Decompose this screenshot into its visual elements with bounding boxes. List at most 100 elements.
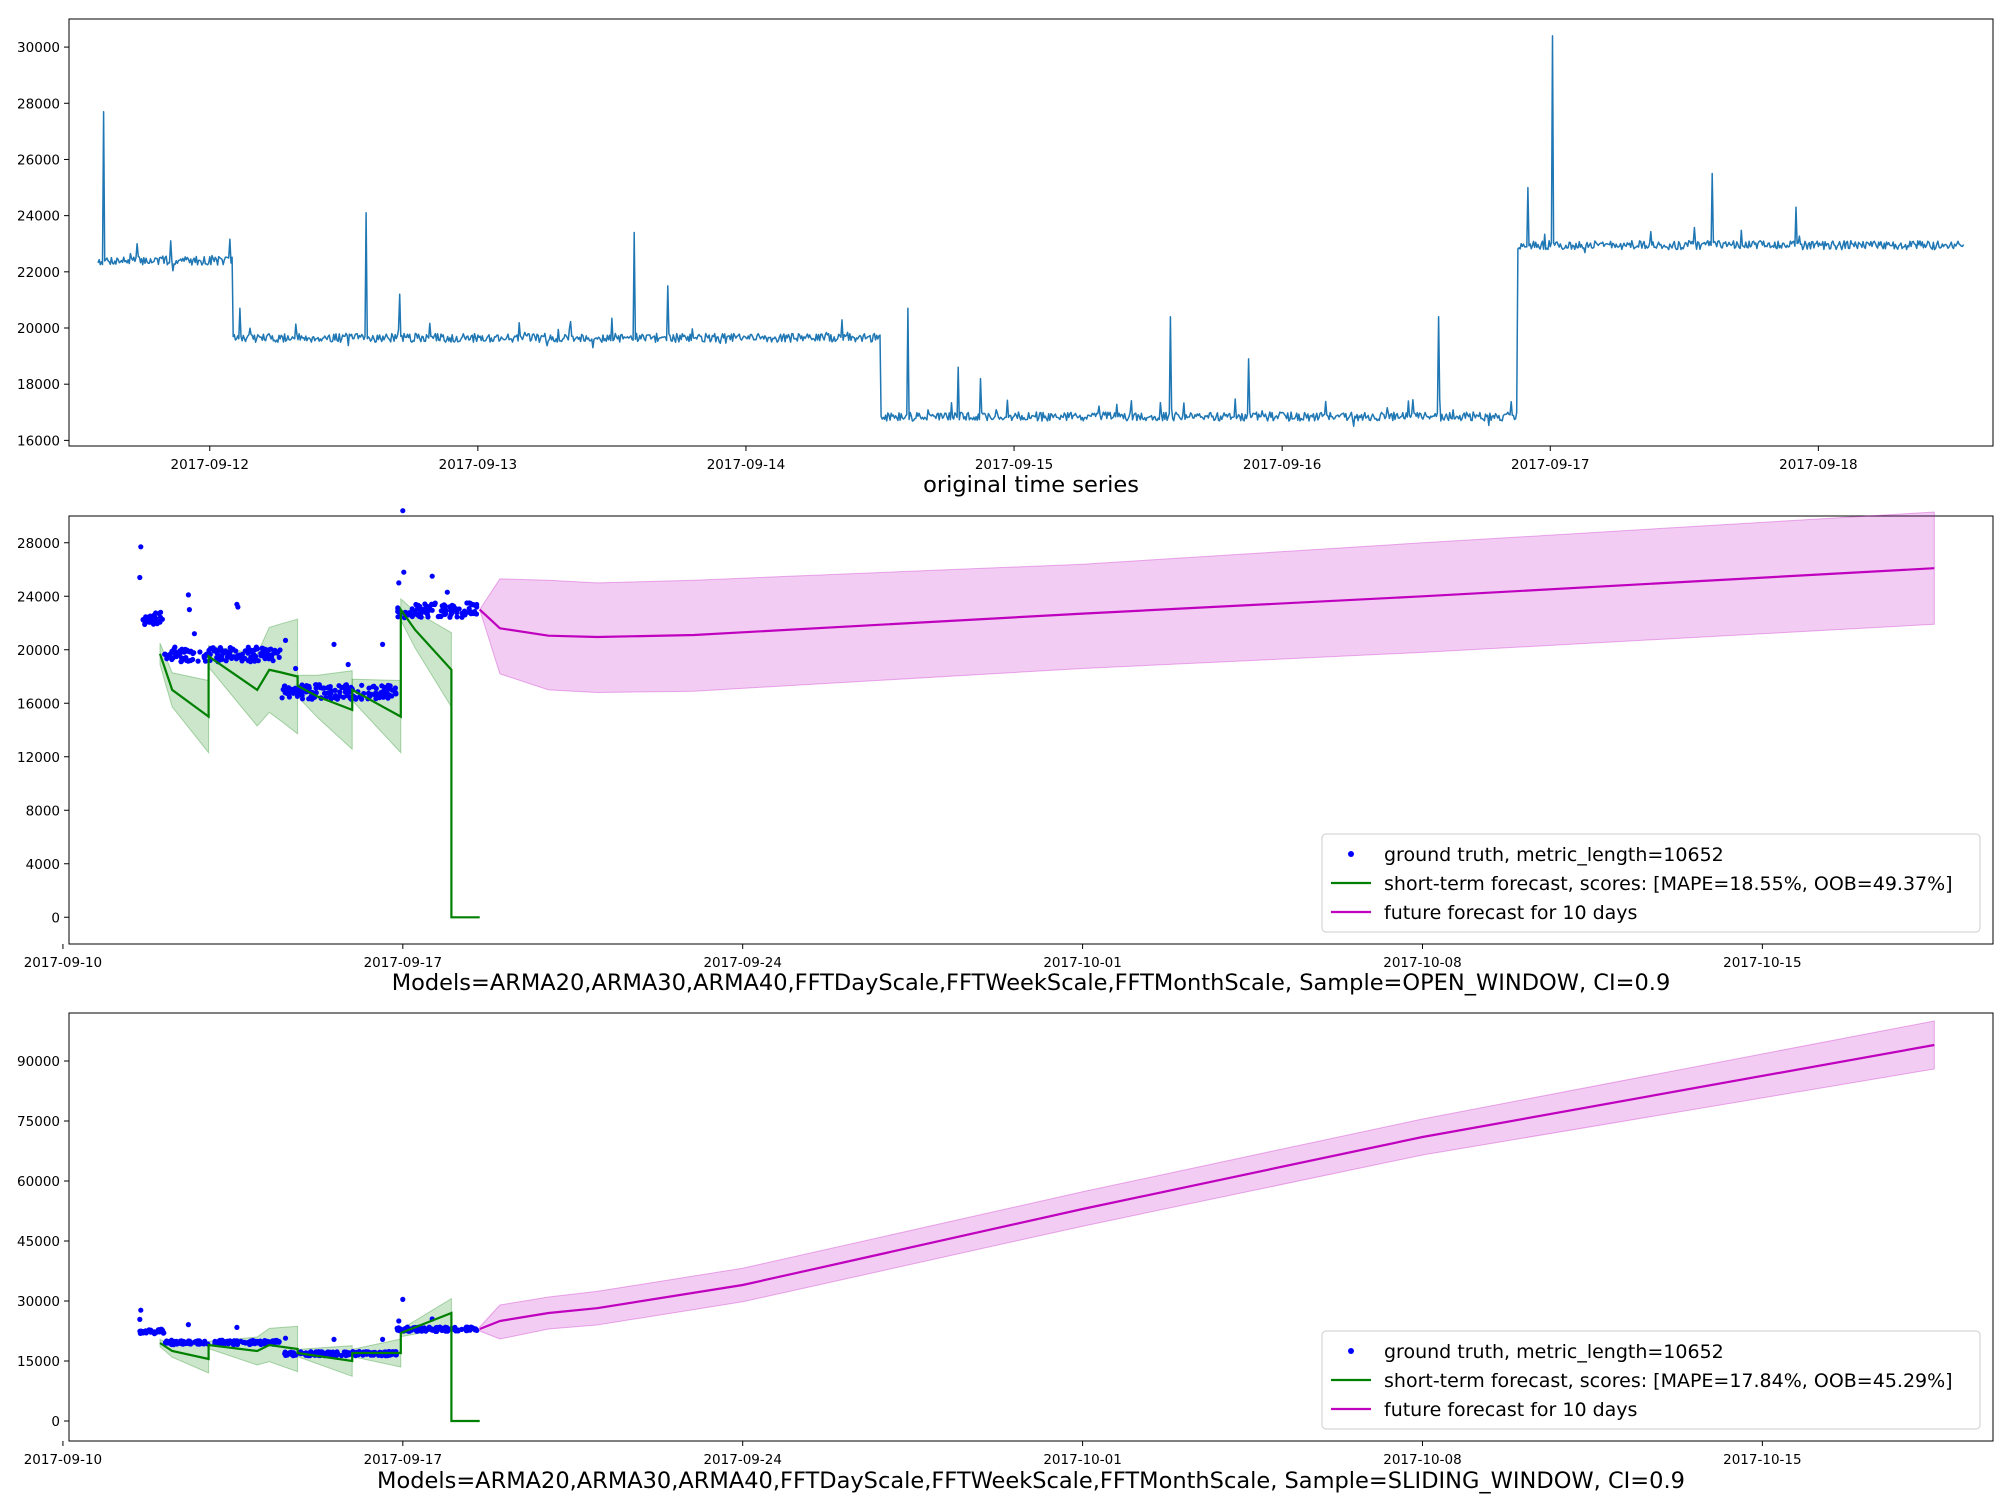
legend-label: short-term forecast, scores: [MAPE=17.84… <box>1384 1370 1953 1392</box>
ground-truth-point <box>164 1338 170 1344</box>
axis-ticks: 2017-09-12 2017-09-13 2017-09-14 2017-09-15… <box>17 40 1858 473</box>
ground-truth-point <box>162 651 168 657</box>
ground-truth-point <box>447 604 453 610</box>
ground-truth-point <box>238 1338 244 1344</box>
legend: ground truth, metric_length=10652 short-t… <box>1321 1330 1981 1430</box>
ground-truth-point <box>216 1338 222 1344</box>
plot-frame <box>68 515 1994 945</box>
y-tick-label: 24000 <box>17 589 60 605</box>
ground-truth-point <box>425 608 432 614</box>
ground-truth-point <box>468 609 474 615</box>
ground-truth-point <box>444 589 450 595</box>
ground-truth-point <box>337 693 343 699</box>
open-window-forecast-panel: 2017-09-10 2017-09-17 2017-09-24 2017-10-01… <box>17 508 1994 996</box>
ground-truth-point <box>425 614 431 620</box>
ground-truth-point <box>276 1339 282 1345</box>
ground-truth-point <box>425 603 431 610</box>
ground-truth-point <box>164 656 170 662</box>
ground-truth-point <box>331 1336 337 1342</box>
x-tick-label: 2017-10-08 <box>1383 1452 1461 1468</box>
y-tick-label: 90000 <box>17 1054 60 1070</box>
ground-truth-point <box>176 651 182 657</box>
legend-label: short-term forecast, scores: [MAPE=18.55… <box>1384 873 1953 895</box>
x-tick-label: 2017-09-13 <box>439 457 517 473</box>
y-tick-label: 0 <box>51 1414 60 1430</box>
ground-truth-point <box>138 544 144 550</box>
x-tick-label: 2017-10-01 <box>1043 955 1121 971</box>
ground-truth-point <box>190 656 196 663</box>
future-forecast-ci-band <box>479 1020 1935 1340</box>
ground-truth-point <box>223 658 229 664</box>
ground-truth-point <box>345 661 351 668</box>
ground-truth-point <box>330 1352 336 1358</box>
ground-truth-point <box>262 647 269 653</box>
ground-truth-points <box>137 1296 480 1359</box>
ground-truth-point <box>295 692 301 699</box>
future-forecast-ci-band <box>479 511 1935 694</box>
ground-truth-point <box>384 690 390 696</box>
ground-truth-point <box>434 1328 440 1334</box>
ground-truth-point <box>331 641 337 648</box>
ground-truth-point <box>372 692 378 698</box>
future-forecast-line <box>478 567 1935 639</box>
ground-truth-point <box>321 690 328 696</box>
legend-box <box>1321 833 1981 933</box>
ground-truth-point <box>195 1338 201 1344</box>
plot-frame <box>68 18 1994 447</box>
y-tick-label: 8000 <box>26 803 60 819</box>
y-tick-label: 16000 <box>17 433 60 449</box>
short-term-ci-band <box>208 1325 299 1373</box>
ground-truth-point <box>148 1327 154 1333</box>
ground-truth-point <box>373 696 379 702</box>
ground-truth-point <box>169 656 175 663</box>
y-tick-label: 60000 <box>17 1174 60 1190</box>
y-tick-label: 45000 <box>17 1234 60 1250</box>
x-tick-label: 2017-10-15 <box>1723 1452 1801 1468</box>
ground-truth-point <box>159 616 165 622</box>
ground-truth-point <box>253 644 259 650</box>
chart-title: original time series <box>923 472 1139 498</box>
ground-truth-point <box>341 1349 347 1355</box>
ground-truth-point <box>282 1351 288 1357</box>
sliding-window-forecast-panel: 2017-09-10 2017-09-17 2017-09-24 2017-10-01… <box>17 1012 1994 1494</box>
ground-truth-point <box>153 610 159 616</box>
ground-truth-point <box>220 649 226 656</box>
ground-truth-point <box>185 1322 191 1328</box>
x-tick-label: 2017-09-24 <box>703 1452 781 1468</box>
y-tick-label: 24000 <box>17 209 60 225</box>
ground-truth-point <box>144 614 151 621</box>
ground-truth-point <box>222 1340 228 1346</box>
ground-truth-point <box>137 574 143 581</box>
chart-title: Models=ARMA20,ARMA30,ARMA40,FFTDayScale,… <box>377 1468 1685 1494</box>
chart-title: Models=ARMA20,ARMA30,ARMA40,FFTDayScale,… <box>392 970 1671 996</box>
ground-truth-point <box>299 692 305 699</box>
ground-truth-point <box>152 1330 158 1336</box>
short-term-ci-band <box>208 618 299 735</box>
ground-truth-point <box>440 607 446 613</box>
legend-marker-dot <box>1348 1348 1354 1354</box>
ground-truth-point <box>395 608 401 615</box>
ground-truth-point <box>261 1338 267 1344</box>
ground-truth-point <box>464 1327 470 1333</box>
ground-truth-point <box>181 1339 187 1345</box>
ground-truth-point <box>396 580 402 586</box>
ground-truth-point <box>366 685 372 691</box>
x-tick-label: 2017-10-15 <box>1723 955 1801 971</box>
y-tick-label: 20000 <box>17 643 60 659</box>
legend-marker-dot <box>1348 851 1354 857</box>
ground-truth-point <box>142 621 148 628</box>
ground-truth-point <box>224 654 230 660</box>
ground-truth-point <box>321 1351 328 1357</box>
ground-truth-point <box>270 658 276 664</box>
ground-truth-point <box>344 692 350 698</box>
ground-truth-point <box>417 603 423 610</box>
ground-truth-point <box>159 1326 165 1332</box>
y-tick-label: 28000 <box>17 536 60 552</box>
original-time-series-panel: 2017-09-12 2017-09-13 2017-09-14 2017-09-15… <box>17 18 1994 498</box>
ground-truth-point <box>294 688 300 694</box>
ground-truth-point <box>441 1326 447 1332</box>
short-term-ci-band <box>297 670 353 751</box>
ground-truth-point <box>233 648 239 654</box>
ground-truth-point <box>344 685 350 692</box>
ground-truth-point <box>201 655 207 661</box>
